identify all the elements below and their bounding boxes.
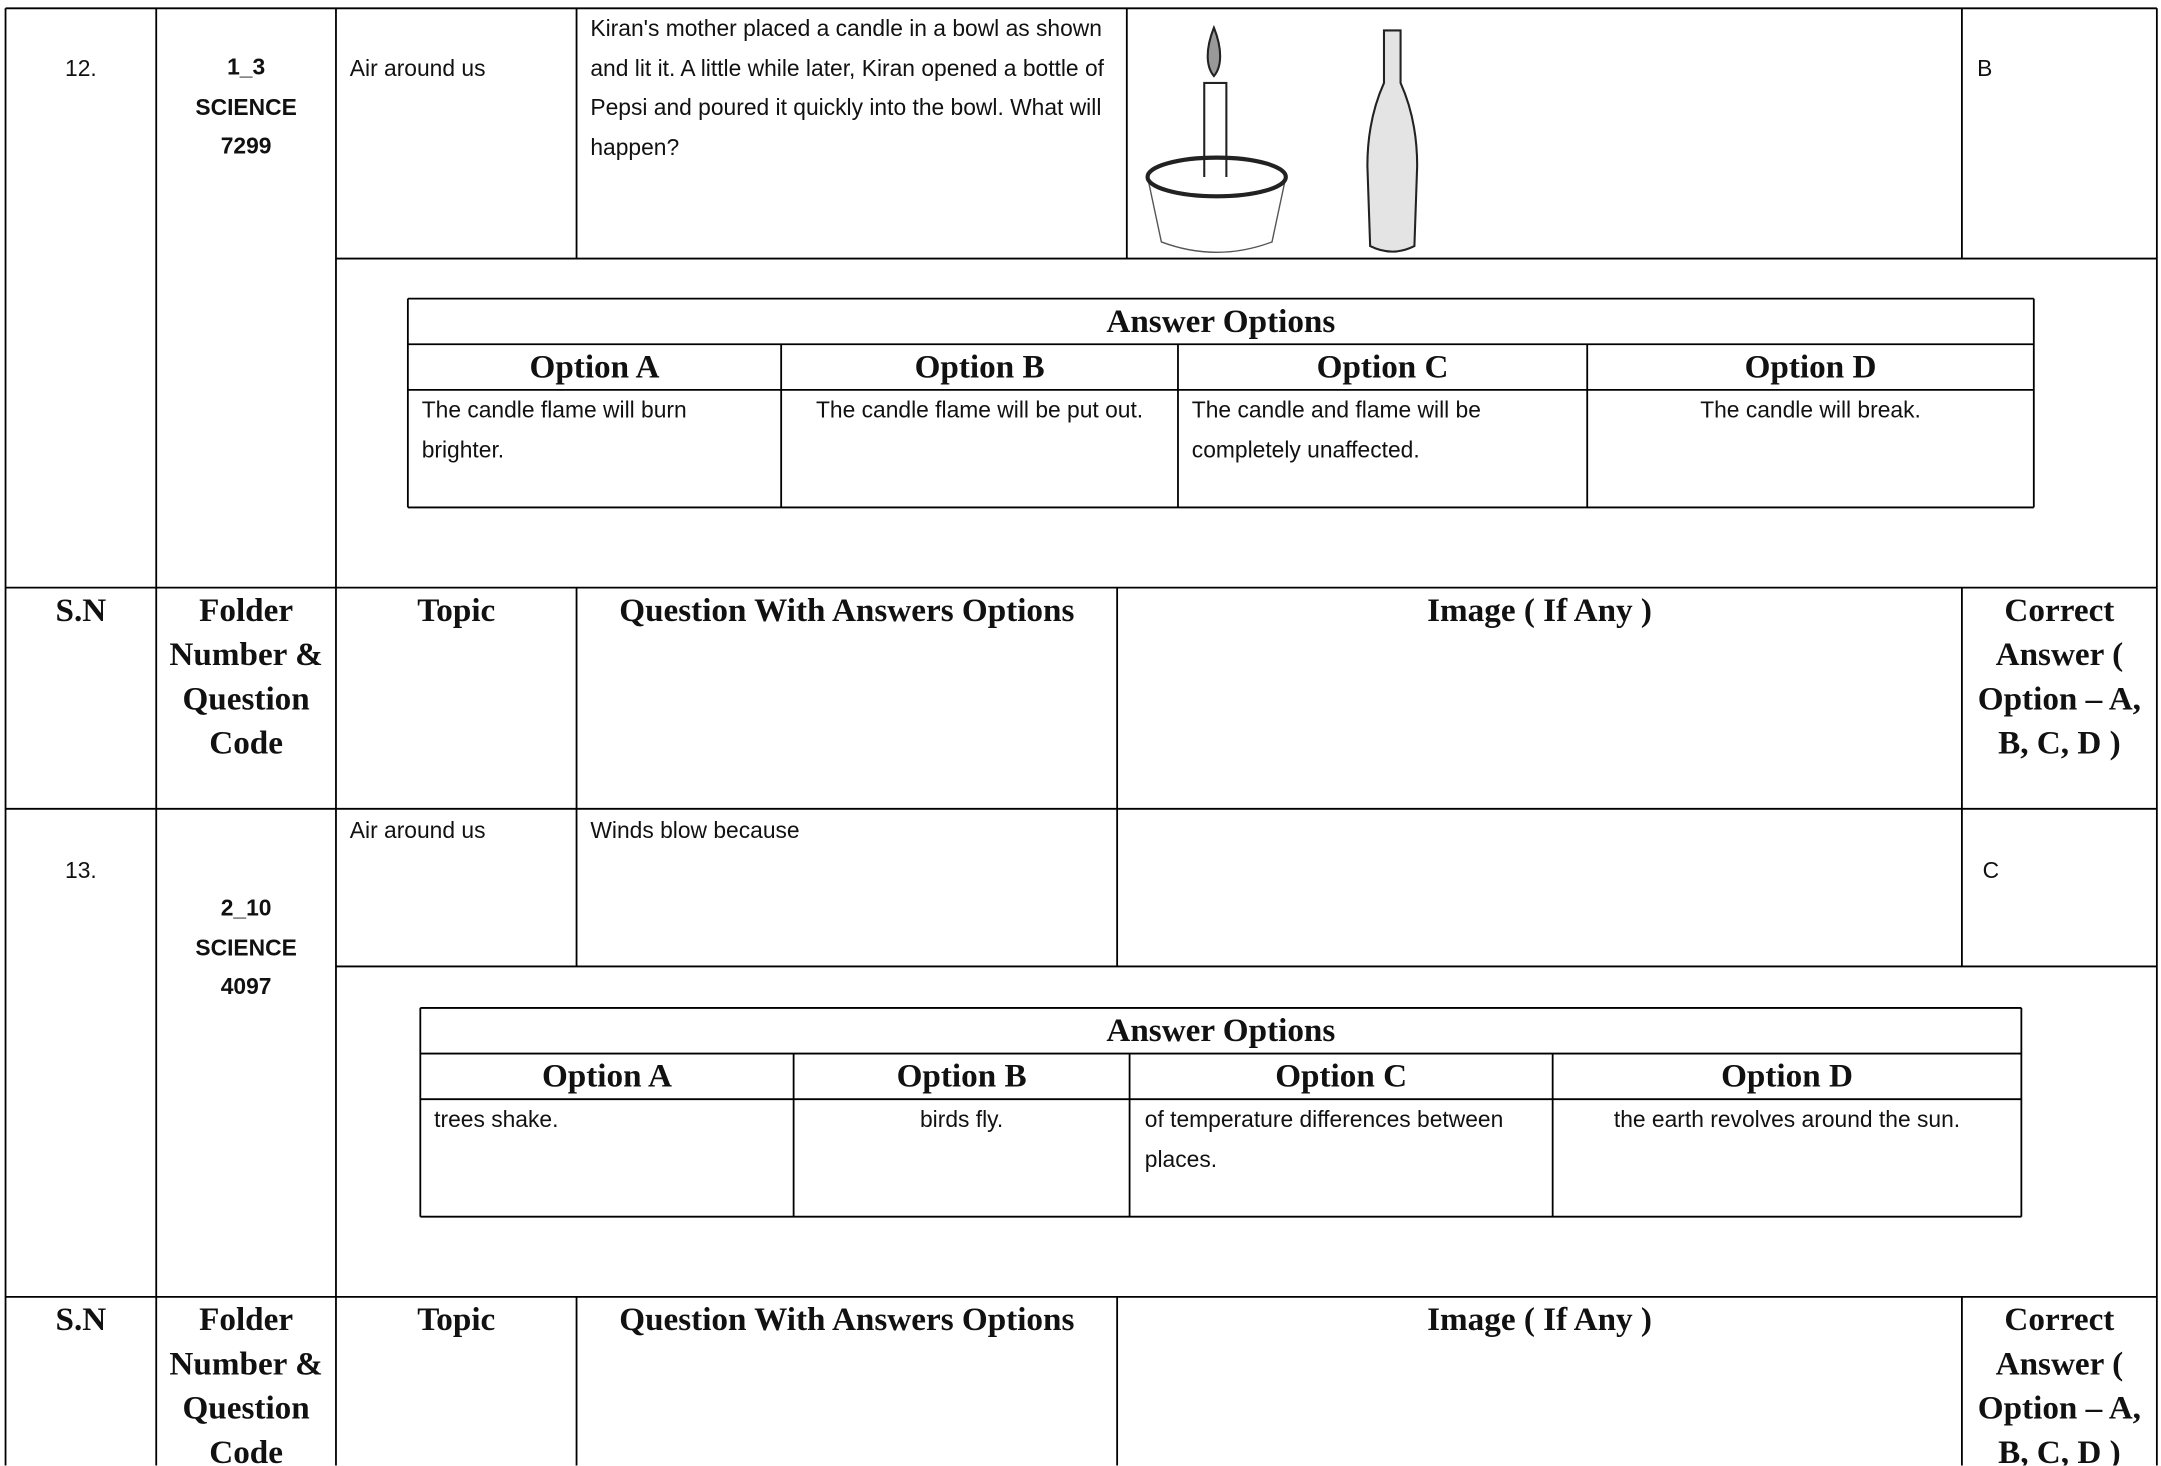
option-header: Option D bbox=[1744, 349, 1877, 386]
option-text: the earth revolves around the sun. bbox=[1613, 1107, 1961, 1133]
option-header: Option C bbox=[1275, 1059, 1408, 1096]
serial-number: 13. bbox=[65, 858, 97, 884]
header-topic: Topic bbox=[417, 1302, 496, 1339]
option-header: Option A bbox=[529, 349, 660, 386]
option-text: of temperature differences between place… bbox=[1144, 1107, 1504, 1172]
option-header: Option A bbox=[541, 1059, 672, 1096]
question: Kiran's mother placed a candle in a bowl… bbox=[590, 16, 1104, 161]
outer-lines bbox=[4, 7, 2158, 1466]
correct-answer: B bbox=[1977, 56, 1993, 82]
option-text: The candle flame will burn brighter. bbox=[421, 398, 687, 463]
header-sn: S.N bbox=[55, 1302, 107, 1339]
header-sn: S.N bbox=[55, 593, 107, 630]
header-correct: Correct Answer ( Option – A, B, C, D ) bbox=[1977, 1302, 2141, 1466]
option-text: trees shake. bbox=[434, 1107, 559, 1133]
header-correct: Correct Answer ( Option – A, B, C, D ) bbox=[1977, 593, 2141, 762]
inner-table-lines bbox=[406, 297, 2035, 1218]
folder-code-line: SCIENCE bbox=[195, 935, 297, 961]
folder-code-line: SCIENCE bbox=[195, 94, 297, 120]
option-header: Option B bbox=[914, 349, 1045, 386]
serial-number: 12. bbox=[65, 56, 97, 82]
header-question: Question With Answers Options bbox=[619, 593, 1075, 630]
folder-code-line: 1_3 bbox=[227, 55, 266, 81]
option-header: Option C bbox=[1316, 349, 1449, 386]
folder-code: 2_10 SCIENCE 4097 bbox=[156, 889, 336, 1008]
option-text: The candle will break. bbox=[1700, 398, 1921, 424]
folder-code: 1_3 SCIENCE 7299 bbox=[156, 48, 336, 167]
folder-code-line: 2_10 bbox=[220, 895, 272, 921]
options-title: Answer Options bbox=[1106, 304, 1336, 341]
topic: Air around us bbox=[349, 818, 486, 844]
header-folder: Folder Number & Question Code bbox=[169, 593, 323, 762]
bottle-image bbox=[1366, 29, 1419, 253]
correct-answer: C bbox=[1982, 858, 2000, 884]
header-image: Image ( If Any ) bbox=[1427, 593, 1652, 630]
option-text: birds fly. bbox=[919, 1107, 1004, 1133]
header-question: Question With Answers Options bbox=[619, 1302, 1075, 1339]
header-image: Image ( If Any ) bbox=[1427, 1302, 1652, 1339]
topic: Air around us bbox=[349, 56, 486, 82]
folder-code-line: 7299 bbox=[220, 134, 272, 160]
header-topic: Topic bbox=[417, 593, 496, 630]
option-text: The candle flame will be put out. bbox=[815, 398, 1144, 424]
candle-bowl-image bbox=[1145, 24, 1288, 253]
option-text: The candle and flame will be completely … bbox=[1191, 398, 1481, 463]
header-folder: Folder Number & Question Code bbox=[169, 1302, 323, 1466]
option-header: Option B bbox=[896, 1059, 1027, 1096]
options-title: Answer Options bbox=[1106, 1013, 1336, 1050]
question: Winds blow because bbox=[590, 818, 800, 844]
option-header: Option D bbox=[1721, 1059, 1853, 1096]
folder-code-line: 4097 bbox=[220, 974, 272, 1000]
